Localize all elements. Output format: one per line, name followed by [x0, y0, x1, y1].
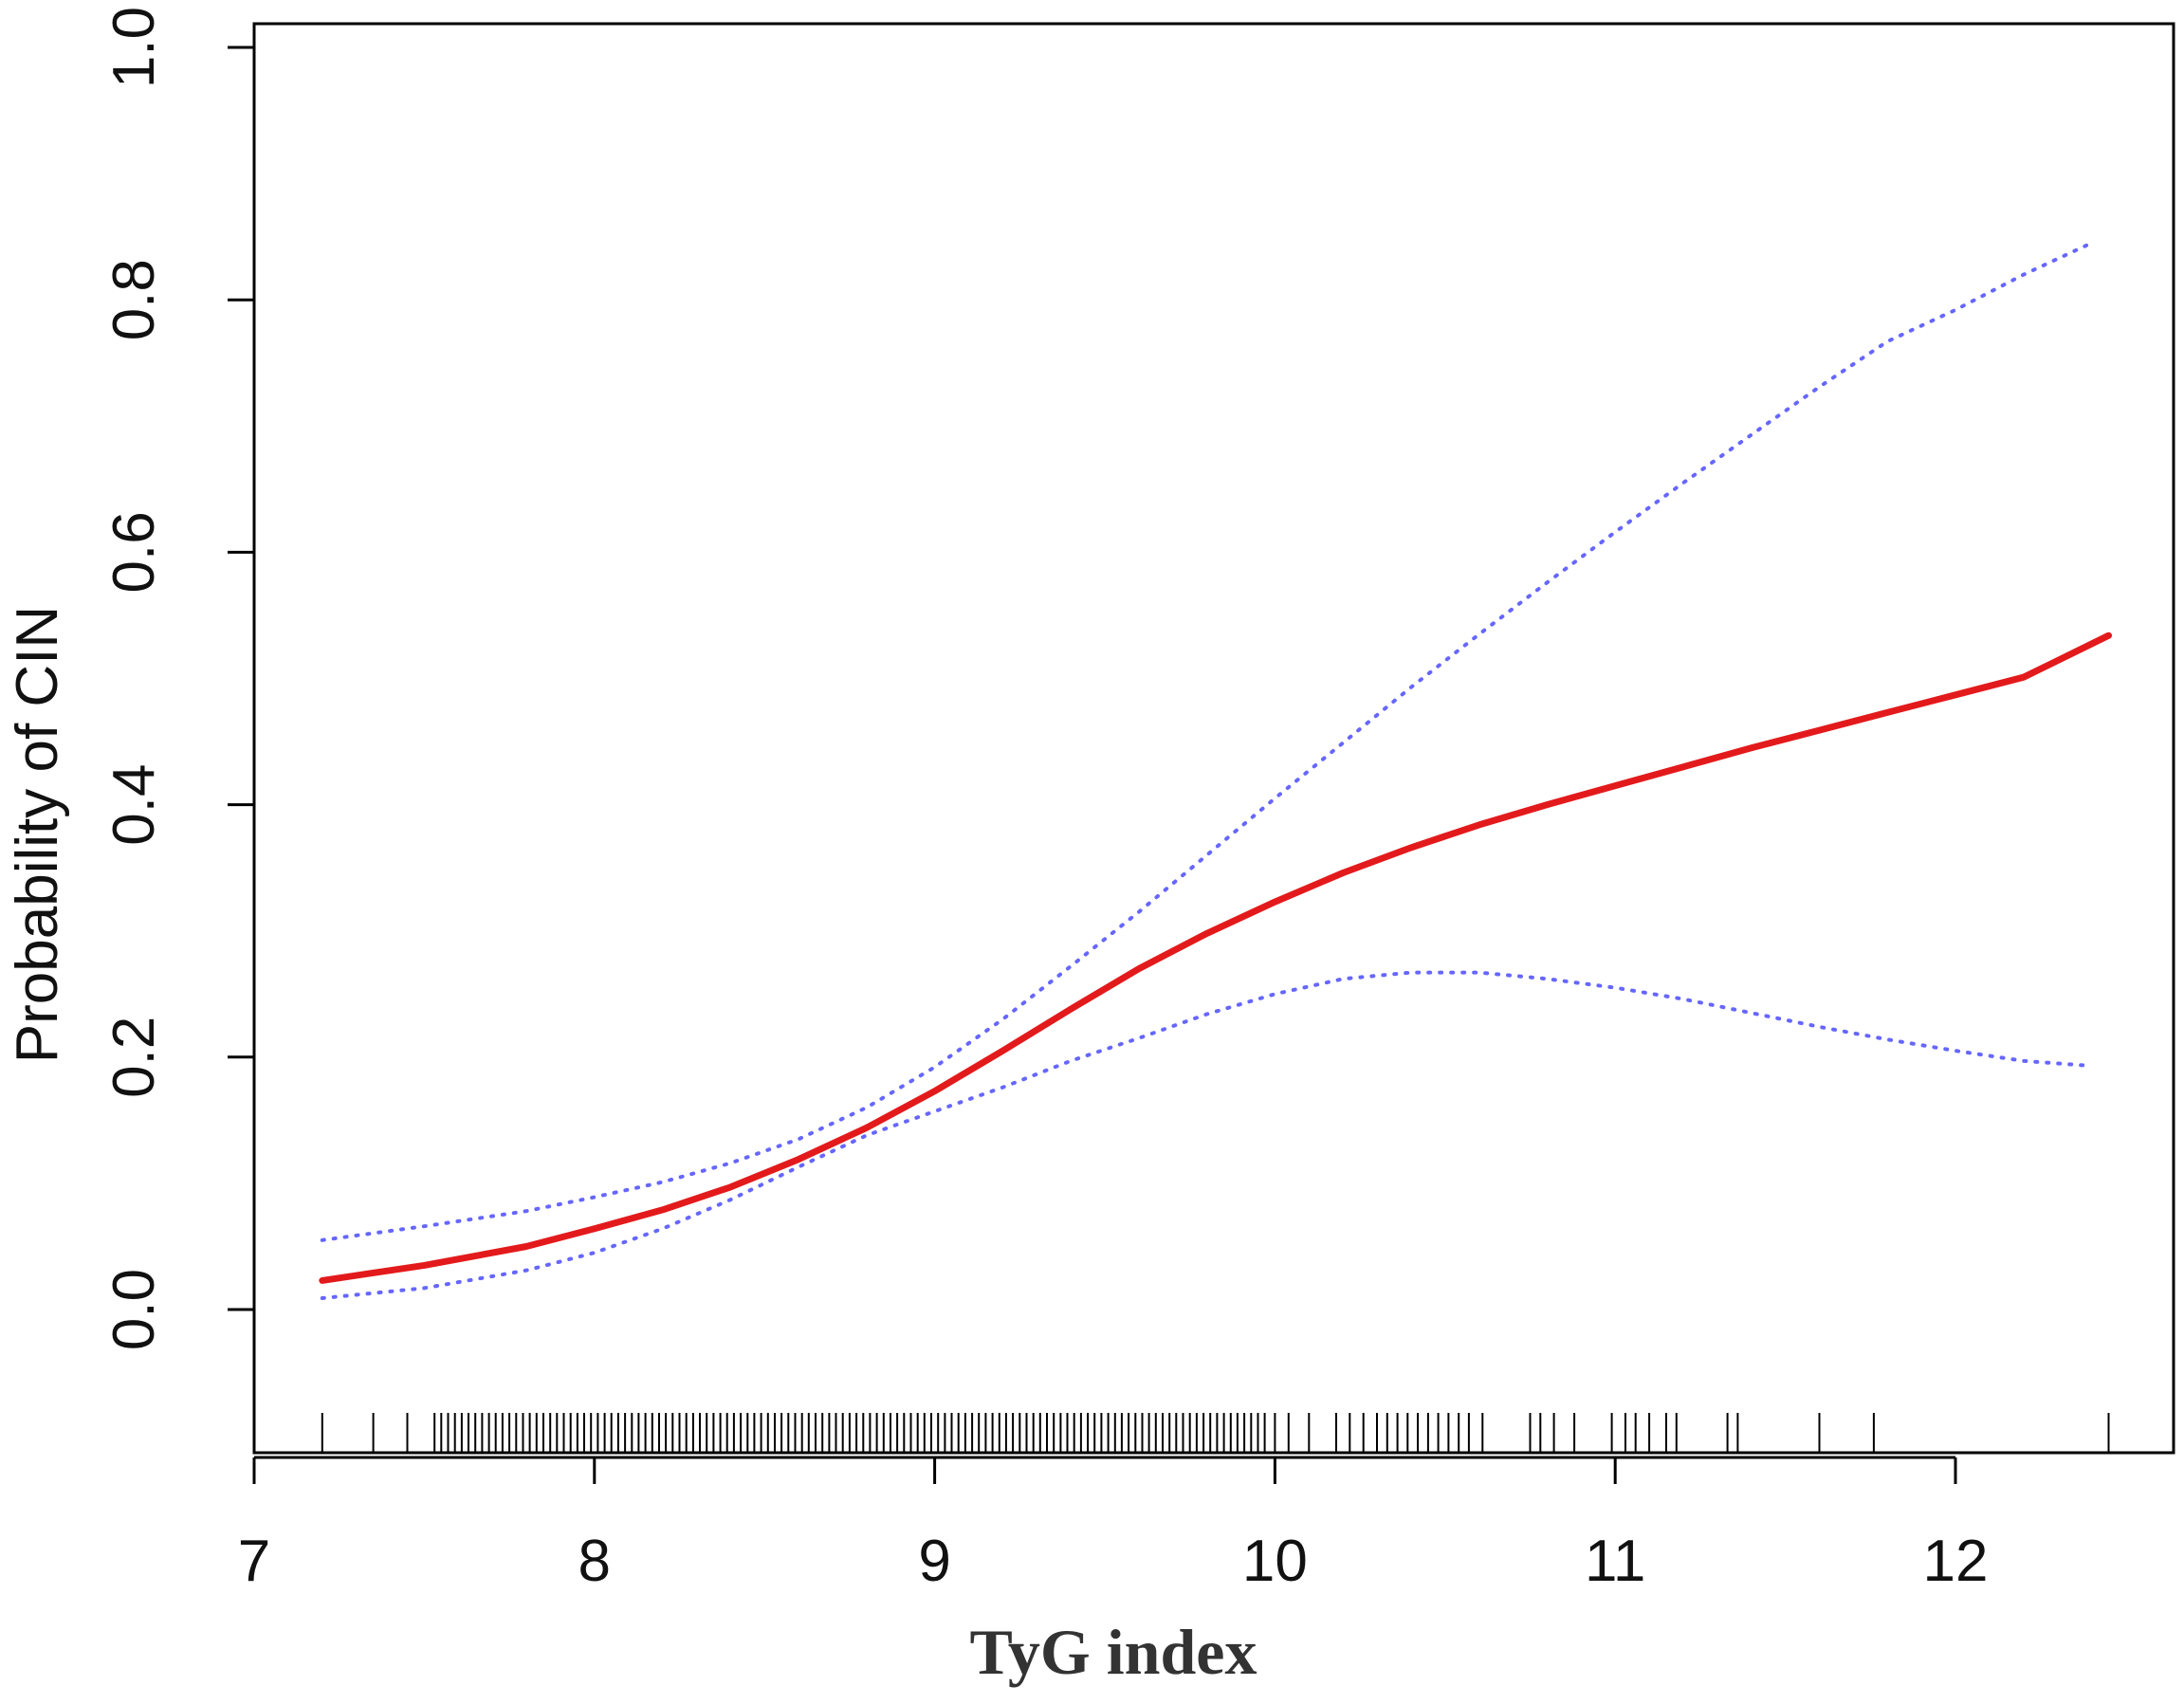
- x-tick-label: 7: [238, 1529, 270, 1594]
- y-tick-label: 0.0: [101, 1269, 167, 1350]
- y-tick-label: 1.0: [101, 7, 167, 88]
- y-axis-title: Probability of CIN: [5, 606, 70, 1063]
- x-tick-label: 8: [578, 1529, 611, 1594]
- rug-marks: [321, 1413, 2110, 1453]
- y-tick-label: 0.4: [101, 763, 167, 845]
- y-tick-label: 0.2: [101, 1017, 167, 1098]
- plot-frame: [252, 22, 2175, 1455]
- plot-border: [252, 22, 2175, 1455]
- y-tick-label: 0.6: [101, 511, 167, 593]
- x-tick-label: 10: [1242, 1529, 1308, 1594]
- y-axis: 0.0 0.2 0.4 0.6 0.8 1.0: [101, 7, 254, 1350]
- y-tick-label: 0.8: [101, 259, 167, 340]
- lower-ci-line: [320, 970, 2094, 1300]
- x-axis: 7 8 9 10 11 12: [238, 1456, 1989, 1594]
- estimate-line: [319, 632, 2112, 1284]
- x-tick-label: 12: [1923, 1529, 1989, 1594]
- confidence-interval-lines: [320, 241, 2094, 1300]
- x-tick-label: 11: [1585, 1529, 1645, 1594]
- upper-ci-line: [320, 241, 2094, 1242]
- estimate-line-group: [319, 632, 2112, 1284]
- x-axis-title: TyG index: [970, 1616, 1257, 1688]
- x-tick-label: 9: [918, 1529, 950, 1594]
